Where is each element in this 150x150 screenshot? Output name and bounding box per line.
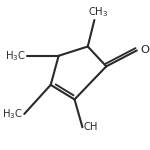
Text: CH: CH: [84, 122, 98, 132]
Text: O: O: [141, 45, 150, 56]
Text: H$_3$C: H$_3$C: [2, 107, 23, 121]
Text: CH$_3$: CH$_3$: [88, 5, 109, 19]
Text: H$_3$C: H$_3$C: [5, 49, 26, 63]
